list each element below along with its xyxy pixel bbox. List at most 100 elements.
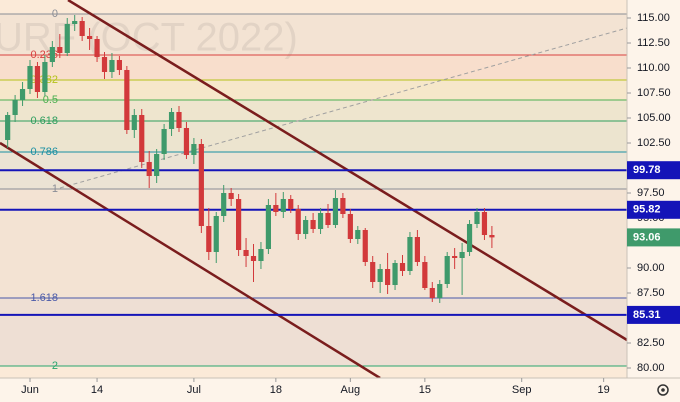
candle-body xyxy=(265,205,271,249)
x-tick-label: 15 xyxy=(419,384,431,396)
candle-body xyxy=(355,230,361,239)
fib-label: 0.5 xyxy=(43,94,58,106)
candles xyxy=(5,15,495,303)
x-tick-label: Jul xyxy=(187,384,201,396)
fib-band xyxy=(0,121,627,152)
channel-line xyxy=(0,141,381,378)
candle-body xyxy=(392,263,398,285)
candle-body xyxy=(27,66,33,89)
candle-body xyxy=(295,209,301,234)
price-lines xyxy=(0,169,627,316)
gear-center[interactable] xyxy=(661,388,665,392)
candle-body xyxy=(258,249,264,261)
candle-body xyxy=(474,212,480,224)
candle-body xyxy=(191,144,197,155)
candle-body xyxy=(87,36,93,39)
y-tick-label: 87.50 xyxy=(637,287,665,299)
candle-body xyxy=(116,60,122,70)
y-tick-label: 102.50 xyxy=(637,137,671,149)
candle-body xyxy=(19,89,26,100)
candle-body xyxy=(236,199,242,250)
price-box-label: 99.78 xyxy=(633,164,661,176)
candle-body xyxy=(124,70,130,130)
y-tick-label: 115.00 xyxy=(637,12,670,24)
fib-label: 1 xyxy=(52,183,58,195)
fib-band xyxy=(0,100,627,121)
y-tick-label: 107.50 xyxy=(637,87,671,99)
candle-body xyxy=(317,213,324,229)
candle-body xyxy=(466,224,473,252)
candle-body xyxy=(377,269,383,282)
candle-body xyxy=(206,226,212,252)
price-box xyxy=(627,200,680,219)
candle-body xyxy=(347,214,353,239)
candle-body xyxy=(213,216,219,252)
fib-label: 1.618 xyxy=(30,292,58,304)
candle-body xyxy=(280,199,286,212)
candle-body xyxy=(161,129,167,154)
price-box-label: 85.31 xyxy=(633,309,661,321)
candle-body xyxy=(385,269,391,285)
price-box xyxy=(627,228,680,247)
candle-body xyxy=(437,284,443,298)
fib-label: 0.618 xyxy=(30,115,58,127)
axes: 115.00 112.50 110.00 107.50 105.00 102.50 97.5… xyxy=(21,12,680,396)
x-tick-label: Jun xyxy=(21,384,39,396)
y-tick-label: 112.50 xyxy=(637,37,670,49)
candle-body xyxy=(94,39,100,57)
candle-body xyxy=(422,262,428,288)
candle-body xyxy=(399,263,406,271)
candle-body xyxy=(5,115,11,140)
candle-body xyxy=(42,62,48,92)
candle-body xyxy=(176,112,182,128)
x-tick-label: 18 xyxy=(270,384,282,396)
candle-body xyxy=(72,21,78,24)
y-tick-label: 110.00 xyxy=(637,62,670,74)
watermark: URF (OCT 2022) xyxy=(0,16,298,60)
fib-label: 0 xyxy=(52,8,58,20)
price-box xyxy=(627,305,680,324)
candle-body xyxy=(49,47,55,62)
candle-body xyxy=(12,100,18,115)
candle-body xyxy=(325,213,331,225)
candle-body xyxy=(183,128,190,155)
fib-bands xyxy=(0,14,627,366)
gear-icon[interactable] xyxy=(657,384,669,396)
x-tick-label: 14 xyxy=(91,384,103,396)
candle-body xyxy=(131,115,137,130)
candle-body xyxy=(250,256,257,261)
fib-label: 2 xyxy=(52,360,58,372)
price-box xyxy=(627,161,680,180)
y-tick-label: 105.00 xyxy=(637,112,671,124)
price-box-label: 95.82 xyxy=(633,204,661,216)
candle-body xyxy=(288,199,294,209)
candle-body xyxy=(459,252,465,258)
candle-body xyxy=(146,162,152,176)
fib-band xyxy=(0,80,627,100)
x-tick-label: Aug xyxy=(341,384,361,396)
candle-body xyxy=(228,193,234,199)
candle-body xyxy=(489,235,495,238)
candle-body xyxy=(221,193,227,216)
y-tick-label: 80.00 xyxy=(637,362,665,374)
candle-body xyxy=(414,237,420,262)
fib-band xyxy=(0,298,627,366)
price-box-label: 93.06 xyxy=(633,231,661,243)
candle-body xyxy=(64,24,70,53)
y-tick-label: 82.50 xyxy=(637,337,665,349)
candle-body xyxy=(407,237,413,271)
candle-body xyxy=(273,205,279,212)
candle-body xyxy=(303,220,309,234)
settings-button[interactable] xyxy=(657,384,669,396)
candle-body xyxy=(101,57,108,72)
candle-body xyxy=(481,212,488,235)
x-tick-label: 19 xyxy=(598,384,610,396)
candle-body xyxy=(332,198,339,225)
candle-body xyxy=(79,21,85,36)
candle-body xyxy=(452,256,458,258)
candle-body xyxy=(34,66,41,92)
candle-body xyxy=(243,250,249,256)
y-tick-label: 90.00 xyxy=(637,262,665,274)
candle-body xyxy=(139,115,145,162)
